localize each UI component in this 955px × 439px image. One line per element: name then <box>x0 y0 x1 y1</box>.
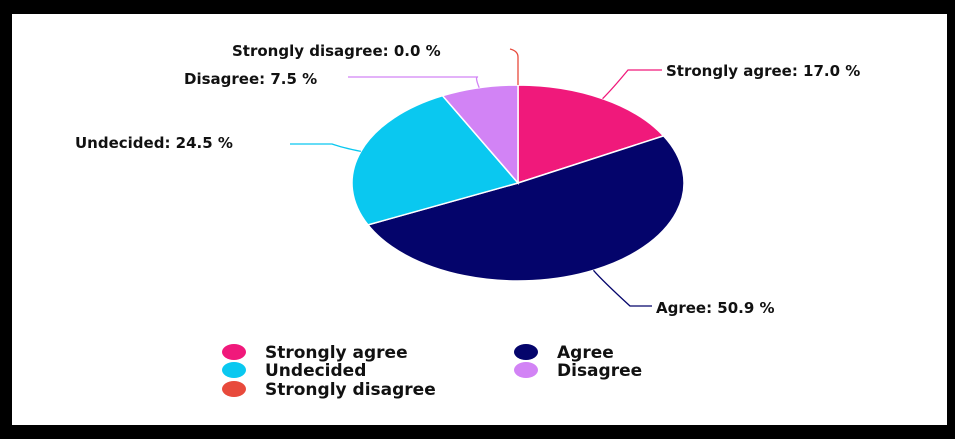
legend-swatch-strongly-disagree <box>222 381 246 397</box>
legend-label-undecided: Undecided <box>265 361 366 381</box>
slice-label-disagree: Disagree: 7.5 % <box>184 70 317 88</box>
leader-line-strongly-disagree <box>509 48 519 85</box>
legend-label-disagree: Disagree <box>557 361 642 381</box>
pie-slice-agree <box>366 135 685 282</box>
slice-label-strongly-agree: Strongly agree: 17.0 % <box>666 62 860 80</box>
legend-swatch-agree <box>514 344 538 360</box>
legend-label-strongly-disagree: Strongly disagree <box>265 380 436 400</box>
leader-line-undecided <box>290 143 362 153</box>
pie-slice-strongly-agree <box>517 84 665 185</box>
pie-slice-disagree <box>441 84 519 186</box>
slice-label-strongly-disagree: Strongly disagree: 0.0 % <box>232 42 441 60</box>
slice-label-undecided: Undecided: 24.5 % <box>75 134 233 152</box>
slice-label-agree: Agree: 50.9 % <box>656 299 775 317</box>
legend-label-agree: Agree <box>557 343 614 363</box>
chart-frame: Strongly agree: 17.0 % Agree: 50.9 % Undec… <box>12 14 947 425</box>
legend-swatch-disagree <box>514 362 538 378</box>
legend-swatch-undecided <box>222 362 246 378</box>
pie-chart: Strongly agree: 17.0 % Agree: 50.9 % Undec… <box>75 42 860 400</box>
leader-line-disagree <box>348 76 480 88</box>
legend-label-strongly-agree: Strongly agree <box>265 343 408 363</box>
legend-swatch-strongly-agree <box>222 344 246 360</box>
leader-line-agree <box>592 269 652 307</box>
leader-line-strongly-agree <box>602 69 662 100</box>
